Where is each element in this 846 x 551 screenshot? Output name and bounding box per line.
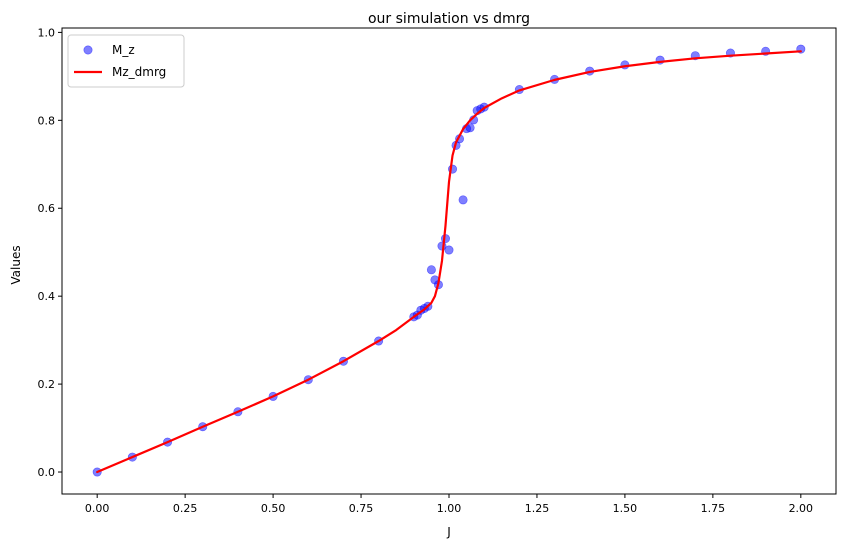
legend-marker-m-z (83, 45, 93, 55)
x-tick-label: 0.50 (261, 502, 286, 515)
scatter-point-m-z (458, 195, 468, 205)
x-tick-label: 1.25 (525, 502, 550, 515)
y-tick-label: 1.0 (38, 26, 56, 39)
legend-label-m-z: M_z (112, 43, 135, 57)
scatter-point-m-z (426, 265, 436, 275)
x-tick-label: 1.75 (701, 502, 726, 515)
y-axis-label: Values (9, 245, 23, 284)
y-tick-label: 0.8 (38, 114, 56, 127)
y-tick-label: 0.2 (38, 378, 56, 391)
x-tick-label: 0.25 (173, 502, 198, 515)
legend: M_z Mz_dmrg (67, 34, 185, 88)
y-tick-label: 0.4 (38, 290, 56, 303)
x-axis-label: J (446, 525, 451, 539)
scatter-point-m-z (465, 123, 475, 133)
series-line-mz-dmrg (96, 50, 802, 474)
x-tick-label: 2.00 (789, 502, 814, 515)
y-tick-label: 0.6 (38, 202, 56, 215)
scatter-point-m-z (444, 245, 454, 255)
legend-box (67, 34, 185, 88)
chart-title: our simulation vs dmrg (368, 11, 530, 27)
x-tick-label: 0.75 (349, 502, 374, 515)
x-tick-label: 1.50 (613, 502, 638, 515)
x-tick-label: 1.00 (437, 502, 462, 515)
y-tick-label: 0.0 (38, 466, 56, 479)
x-tick-label: 0.00 (85, 502, 110, 515)
legend-label-mz-dmrg: Mz_dmrg (112, 65, 166, 79)
